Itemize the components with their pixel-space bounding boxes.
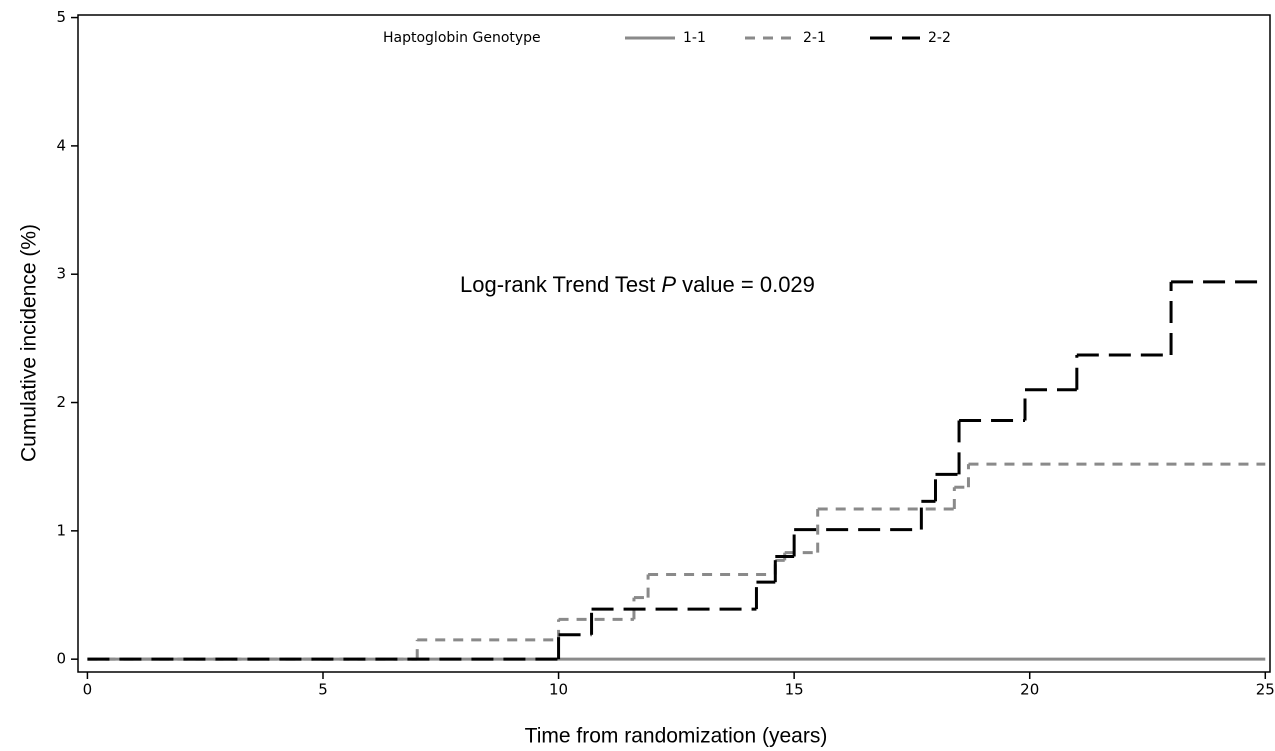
y-tick-label: 4 bbox=[56, 136, 66, 154]
legend-title: Haptoglobin Genotype bbox=[383, 30, 541, 46]
annotation: Log-rank Trend Test P value = 0.029 bbox=[460, 272, 815, 297]
y-tick-label: 3 bbox=[56, 265, 66, 283]
y-tick-label: 5 bbox=[56, 8, 66, 26]
x-tick-label: 25 bbox=[1256, 681, 1275, 699]
legend-label: 2-2 bbox=[928, 30, 951, 46]
x-axis-title: Time from randomization (years) bbox=[525, 725, 828, 748]
annotation-text: Log-rank Trend Test bbox=[460, 272, 661, 297]
y-axis-title: Cumulative incidence (%) bbox=[18, 224, 41, 462]
legend-label: 2-1 bbox=[803, 30, 826, 46]
plot-frame bbox=[77, 14, 1271, 673]
x-tick-label: 5 bbox=[318, 681, 328, 699]
legend-label: 1-1 bbox=[683, 30, 706, 46]
x-tick-label: 20 bbox=[1020, 681, 1039, 699]
y-tick-label: 2 bbox=[56, 393, 66, 411]
x-tick-label: 15 bbox=[785, 681, 804, 699]
annotation-text: value = 0.029 bbox=[676, 272, 815, 297]
y-tick-label: 0 bbox=[56, 650, 66, 668]
y-tick-label: 1 bbox=[56, 521, 66, 539]
annotation-text: P bbox=[661, 272, 676, 297]
x-tick-label: 0 bbox=[83, 681, 93, 699]
x-tick-label: 10 bbox=[549, 681, 568, 699]
